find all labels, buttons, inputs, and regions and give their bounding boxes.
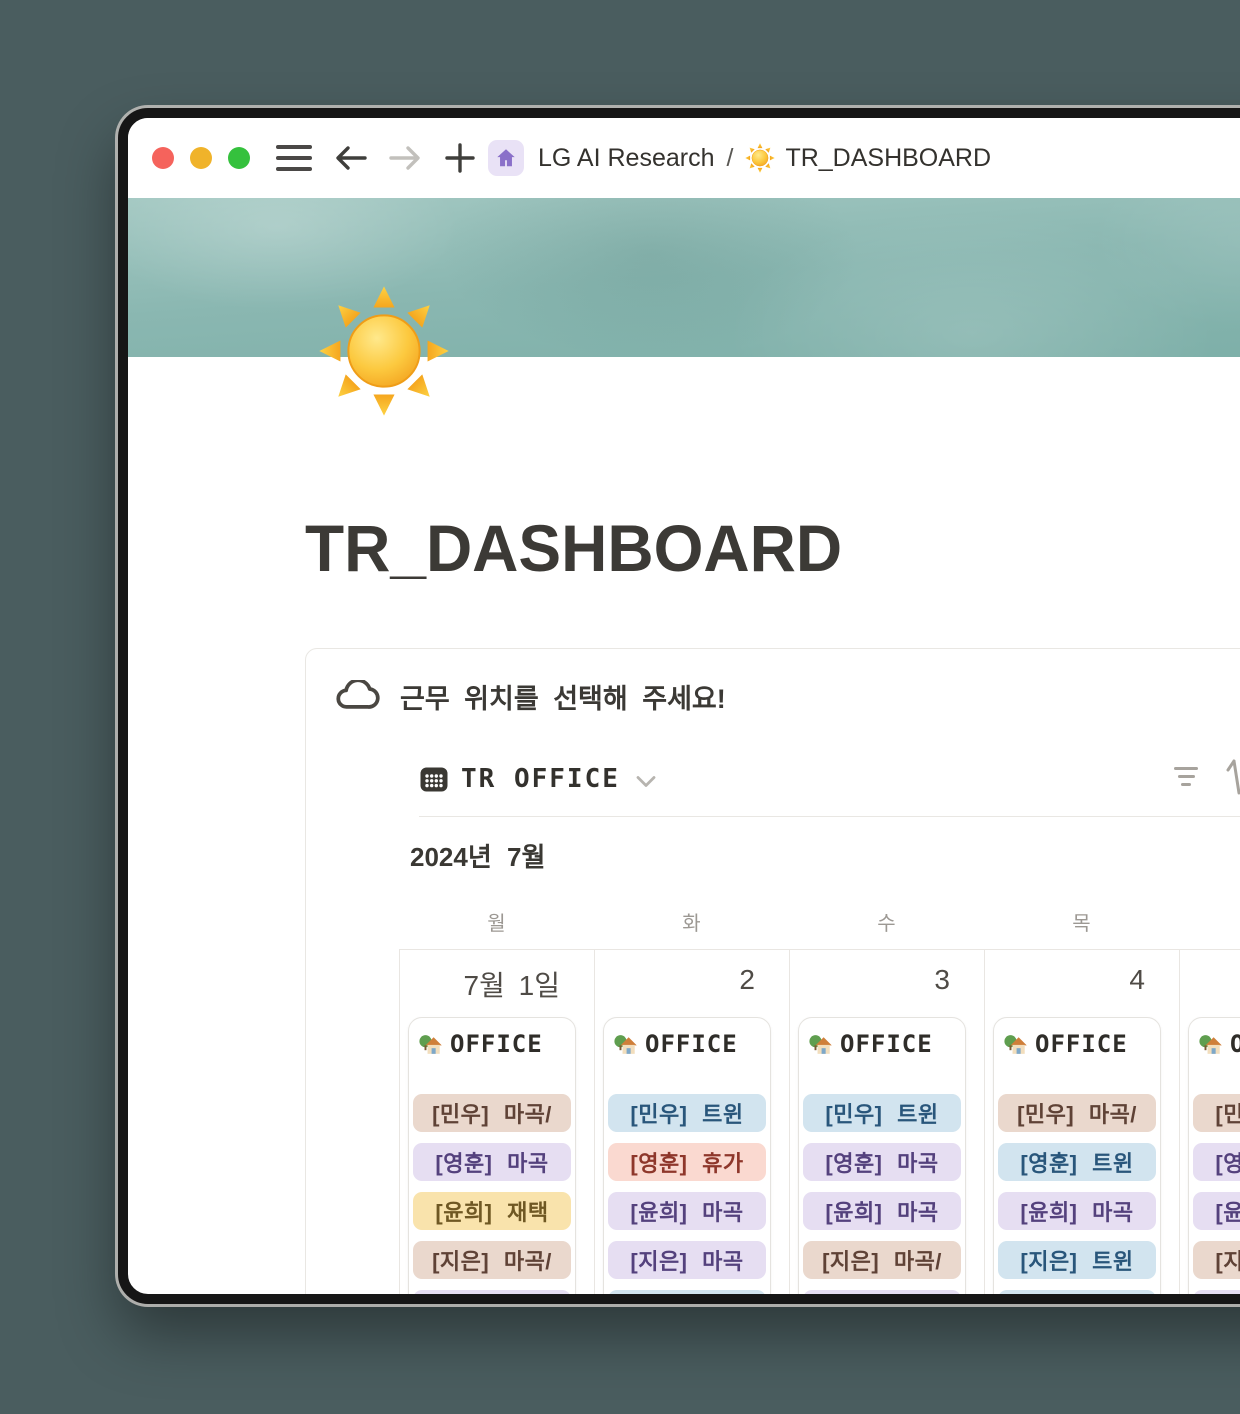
cloud-icon [336, 679, 380, 709]
browser-window: LG AI Research / TR_DASHBOARD TR_DASHBOA… [118, 108, 1240, 1304]
location-tag: [윤희] 마곡 [998, 1192, 1156, 1230]
weekday-label: 목 [1072, 912, 1091, 935]
day-number: 4 [1129, 964, 1145, 995]
calendar-cell[interactable]: OFFICE [민우] 마곡 [영훈] 마곡 [윤희] 마곡 [지은] 마곡 [… [1179, 950, 1240, 1294]
page-icon-sun[interactable] [318, 285, 450, 417]
event-card[interactable]: OFFICE [민우] 마곡/ [영훈] 마곡 [윤희] 재택 [지은] 마곡/… [408, 1017, 576, 1294]
house-garden-icon [1004, 1032, 1030, 1057]
location-tag: [영훈] 마곡 [413, 1143, 571, 1181]
weekday-header: 월 화 수 목 [399, 893, 1240, 949]
location-tag: [재석] 마곡 [803, 1290, 961, 1294]
callout-text: 근무 위치를 선택해 주세요! [400, 684, 726, 714]
breadcrumb-workspace[interactable]: LG AI Research [538, 143, 715, 172]
weekday-label: 수 [877, 912, 896, 935]
event-card-title: OFFICE [1035, 1030, 1128, 1058]
weekday-label: 화 [682, 912, 701, 935]
location-tag: [윤희] 재택 [413, 1192, 571, 1230]
day-number: 7월 1일 [463, 970, 560, 1001]
chevron-down-icon [636, 775, 656, 787]
database-card: 근무 위치를 선택해 주세요! TR OFFICE 2024년 7월 [305, 648, 1240, 1294]
breadcrumb-page-title[interactable]: TR_DASHBOARD [785, 143, 992, 172]
view-tab-label: TR OFFICE [461, 764, 620, 794]
breadcrumb-separator: / [726, 143, 734, 172]
location-tag: [영훈] 마곡 [1193, 1143, 1240, 1181]
weekday-label: 월 [487, 912, 506, 935]
calendar: 월 화 수 목 7월 1일 OFFICE [민우] 마곡/ [399, 893, 1240, 1294]
sun-icon [745, 143, 775, 173]
event-card[interactable]: OFFICE [민우] 마곡/ [영훈] 트윈 [윤희] 마곡 [지은] 트윈 … [993, 1017, 1161, 1294]
location-tag: [재석] 마곡 [1193, 1290, 1240, 1294]
event-card-title: OFFICE [645, 1030, 738, 1058]
close-window-button[interactable] [152, 147, 174, 169]
home-icon [497, 149, 515, 167]
location-tag: [민우] 트윈 [608, 1094, 766, 1132]
location-tag: [재석] 트윈 [608, 1290, 766, 1294]
house-garden-icon [809, 1032, 835, 1057]
calendar-cell[interactable]: 4 OFFICE [민우] 마곡/ [영훈] 트윈 [윤희] 마곡 [지은] 트… [984, 950, 1179, 1294]
filter-icon[interactable] [1173, 767, 1199, 791]
traffic-lights [152, 147, 250, 169]
day-number [1180, 950, 1240, 1002]
location-tag: [지은] 마곡/ [413, 1241, 571, 1279]
maximize-window-button[interactable] [228, 147, 250, 169]
location-tag: [지은] 트윈 [998, 1241, 1156, 1279]
event-card[interactable]: OFFICE [민우] 트윈 [영훈] 마곡 [윤희] 마곡 [지은] 마곡/ … [798, 1017, 966, 1294]
forward-button[interactable] [388, 141, 422, 175]
location-tag: [윤희] 마곡 [803, 1192, 961, 1230]
location-tag: [지은] 마곡/ [803, 1241, 961, 1279]
location-tag: [민우] 마곡 [1193, 1094, 1240, 1132]
location-tag: [영훈] 마곡 [803, 1143, 961, 1181]
page-title[interactable]: TR_DASHBOARD [305, 511, 843, 585]
location-tag: [민우] 트윈 [803, 1094, 961, 1132]
event-card-title: OFFICE [1230, 1030, 1240, 1058]
event-card[interactable]: OFFICE [민우] 트윈 [영훈] 휴가 [윤희] 마곡 [지은] 마곡 [… [603, 1017, 771, 1294]
calendar-cell[interactable]: 2 OFFICE [민우] 트윈 [영훈] 휴가 [윤희] 마곡 [지은] 마곡… [594, 950, 789, 1294]
location-tag: [윤희] 마곡 [608, 1192, 766, 1230]
sort-arrow-icon[interactable] [1226, 753, 1240, 797]
house-garden-icon [1199, 1032, 1225, 1057]
location-tag: [지은] 마곡 [608, 1241, 766, 1279]
calendar-view-icon [420, 767, 448, 792]
location-tag: [민우] 마곡/ [413, 1094, 571, 1132]
cover-banner[interactable] [128, 198, 1240, 357]
location-tag: [재석] 마곡 [413, 1290, 571, 1294]
house-garden-icon [614, 1032, 640, 1057]
minimize-window-button[interactable] [190, 147, 212, 169]
month-label: 2024년 7월 [410, 842, 546, 872]
location-tag: [재석] 트윈 [998, 1290, 1156, 1294]
event-card-title: OFFICE [450, 1030, 543, 1058]
view-tab-divider [419, 816, 1240, 817]
day-number: 3 [934, 964, 950, 995]
new-tab-button[interactable] [444, 141, 476, 175]
location-tag: [민우] 마곡/ [998, 1094, 1156, 1132]
browser-toolbar: LG AI Research / TR_DASHBOARD [128, 118, 1240, 198]
hamburger-menu-icon[interactable] [276, 145, 312, 171]
day-number: 2 [739, 964, 755, 995]
calendar-cell[interactable]: 7월 1일 OFFICE [민우] 마곡/ [영훈] 마곡 [윤희] 재택 [지… [399, 950, 594, 1294]
location-tag: [영훈] 트윈 [998, 1143, 1156, 1181]
event-card-title: OFFICE [840, 1030, 933, 1058]
calendar-cell[interactable]: 3 OFFICE [민우] 트윈 [영훈] 마곡 [윤희] 마곡 [지은] 마곡… [789, 950, 984, 1294]
location-tag: [윤희] 마곡 [1193, 1192, 1240, 1230]
house-garden-icon [419, 1032, 445, 1057]
back-button[interactable] [334, 141, 368, 175]
calendar-grid: 7월 1일 OFFICE [민우] 마곡/ [영훈] 마곡 [윤희] 재택 [지… [399, 949, 1240, 1294]
location-tag: [영훈] 휴가 [608, 1143, 766, 1181]
breadcrumb: LG AI Research / TR_DASHBOARD [538, 143, 991, 173]
view-tab[interactable]: TR OFFICE [419, 757, 656, 801]
callout[interactable]: 근무 위치를 선택해 주세요! [336, 677, 726, 716]
event-card[interactable]: OFFICE [민우] 마곡 [영훈] 마곡 [윤희] 마곡 [지은] 마곡 [… [1188, 1017, 1240, 1294]
home-button[interactable] [488, 140, 524, 176]
location-tag: [지은] 마곡 [1193, 1241, 1240, 1279]
